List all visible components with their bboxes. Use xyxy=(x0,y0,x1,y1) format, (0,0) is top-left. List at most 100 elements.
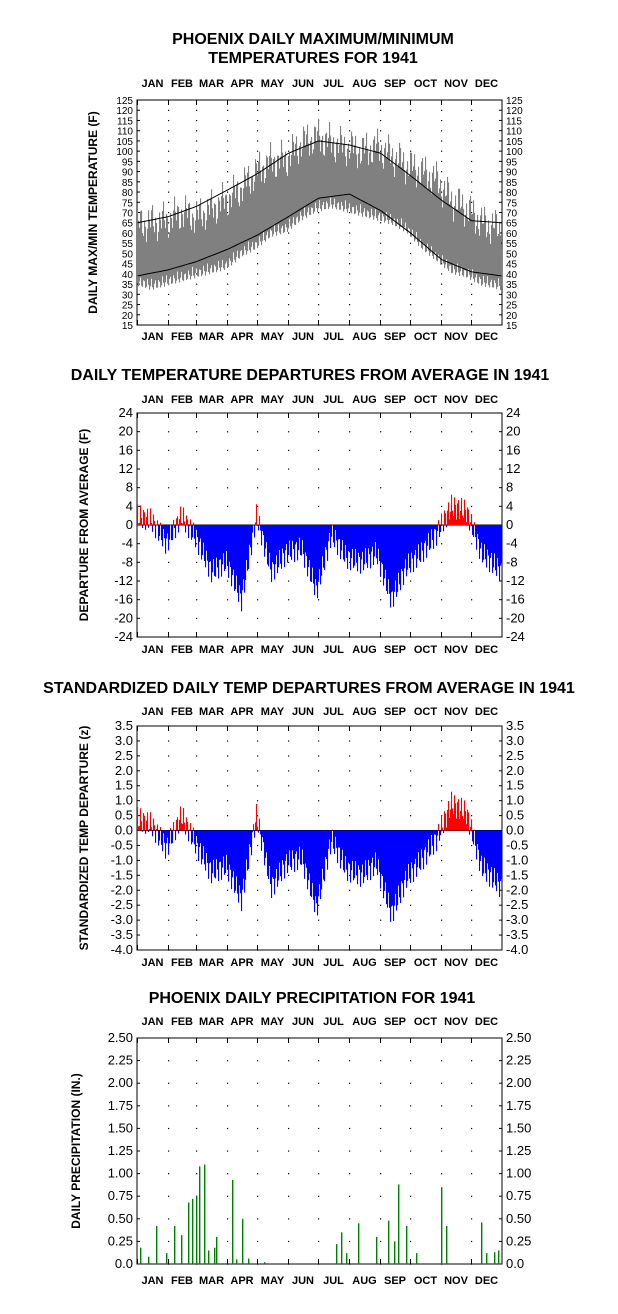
grid-dot xyxy=(227,617,229,620)
grid-dot xyxy=(288,273,290,275)
grid-dot xyxy=(227,109,229,111)
daily-range-bar xyxy=(189,202,191,275)
grid-dot xyxy=(196,449,198,452)
month-label-bottom: FEB xyxy=(171,644,193,656)
cool-departure-bar xyxy=(370,830,372,881)
grid-dot xyxy=(196,740,198,742)
grid-dot xyxy=(227,150,229,152)
daily-range-bar xyxy=(465,214,467,271)
daily-range-bar xyxy=(288,155,290,229)
cool-departure-bar xyxy=(192,525,194,538)
daily-range-bar xyxy=(356,154,358,206)
grid-dot xyxy=(349,934,351,936)
daily-range-bar xyxy=(424,171,426,246)
cool-departure-bar xyxy=(238,830,240,903)
daily-range-bar xyxy=(342,152,344,206)
grid-dot xyxy=(410,468,412,470)
cool-departure-bar xyxy=(347,830,349,881)
cool-departure-bar xyxy=(342,525,344,541)
cool-departure-bar xyxy=(276,830,278,870)
grid-dot xyxy=(410,800,412,802)
cool-departure-bar xyxy=(391,830,393,907)
month-label-top: DEC xyxy=(475,1016,498,1028)
grid-dot xyxy=(288,904,290,906)
cool-departure-bar xyxy=(355,525,357,549)
grid-dot xyxy=(349,222,351,224)
warm-departure-bar xyxy=(183,507,185,525)
cool-departure-bar xyxy=(359,525,361,558)
cool-departure-bar xyxy=(361,525,363,560)
grid-dot xyxy=(410,617,412,620)
grid-dot xyxy=(168,874,170,877)
cool-departure-bar xyxy=(343,830,345,871)
daily-range-bar xyxy=(500,235,502,291)
month-label-top: JAN xyxy=(141,1016,163,1028)
grid-dot xyxy=(410,130,412,132)
grid-dot xyxy=(349,1240,351,1243)
month-label-top: OCT xyxy=(414,78,438,90)
y-axis-label: STANDARDIZED TEMP DEPARTURE (z) xyxy=(77,726,91,951)
chart1-title: PHOENIX DAILY MAXIMUM/MINIMUM xyxy=(172,31,454,48)
daily-range-bar xyxy=(430,187,432,253)
grid-dot xyxy=(168,815,170,817)
month-label-top: FEB xyxy=(171,78,193,90)
warm-departure-bar xyxy=(462,816,464,831)
grid-dot xyxy=(349,1218,351,1220)
grid-dot xyxy=(410,1240,412,1243)
grid-dot xyxy=(380,252,382,255)
daily-range-bar xyxy=(226,194,228,262)
daily-range-bar xyxy=(302,148,304,221)
month-label-bottom: NOV xyxy=(444,957,469,969)
y-tick-label-left: 1.00 xyxy=(108,1166,133,1181)
grid-dot xyxy=(380,1173,382,1175)
grid-dot xyxy=(410,449,412,452)
grid-dot xyxy=(318,1173,320,1175)
cool-departure-bar xyxy=(386,525,388,591)
cool-departure-bar xyxy=(392,525,394,592)
month-label-bottom: MAR xyxy=(199,644,224,656)
daily-range-bar xyxy=(305,145,307,216)
grid-dot xyxy=(349,487,351,489)
daily-range-bar xyxy=(446,195,448,260)
warm-departure-bar xyxy=(141,821,143,831)
cool-departure-bar xyxy=(244,830,246,893)
warm-departure-bar xyxy=(181,823,183,831)
grid-dot xyxy=(168,449,170,452)
daily-range-bar xyxy=(308,143,310,208)
warm-departure-bar xyxy=(153,818,155,831)
cool-departure-bar xyxy=(300,830,302,865)
grid-dot xyxy=(168,580,170,582)
cool-departure-bar xyxy=(381,830,383,875)
month-label-bottom: FEB xyxy=(171,1275,193,1287)
cool-departure-bar xyxy=(211,525,213,583)
grid-dot xyxy=(168,1082,170,1084)
grid-dot xyxy=(471,1240,473,1243)
daily-range-bar xyxy=(232,192,234,263)
cool-departure-bar xyxy=(394,525,396,592)
grid-dot xyxy=(471,949,473,951)
y-tick-label-left: 2.25 xyxy=(108,1053,133,1068)
grid-dot xyxy=(349,561,351,564)
cool-departure-bar xyxy=(304,830,306,879)
cool-departure-bar xyxy=(382,830,384,877)
cool-departure-bar xyxy=(248,525,250,570)
cool-departure-bar xyxy=(248,830,250,870)
cool-departure-bar xyxy=(159,525,161,537)
grid-dot xyxy=(288,617,290,620)
y-tick-label-left: 105 xyxy=(116,137,133,148)
daily-range-bar xyxy=(452,207,454,273)
precip-bar xyxy=(398,1184,400,1264)
grid-dot xyxy=(318,487,320,489)
cool-departure-bar xyxy=(429,830,431,857)
grid-dot xyxy=(196,468,198,470)
grid-dot xyxy=(318,1218,320,1220)
grid-dot xyxy=(349,431,351,433)
daily-range-bar xyxy=(173,210,175,276)
warm-departure-bar xyxy=(140,808,142,831)
cool-departure-bar xyxy=(169,830,171,844)
daily-range-bar xyxy=(260,170,262,242)
y-tick-label-right: -12 xyxy=(506,573,525,588)
cool-departure-bar xyxy=(481,830,483,856)
grid-dot xyxy=(471,1127,473,1130)
cool-departure-bar xyxy=(493,830,495,883)
